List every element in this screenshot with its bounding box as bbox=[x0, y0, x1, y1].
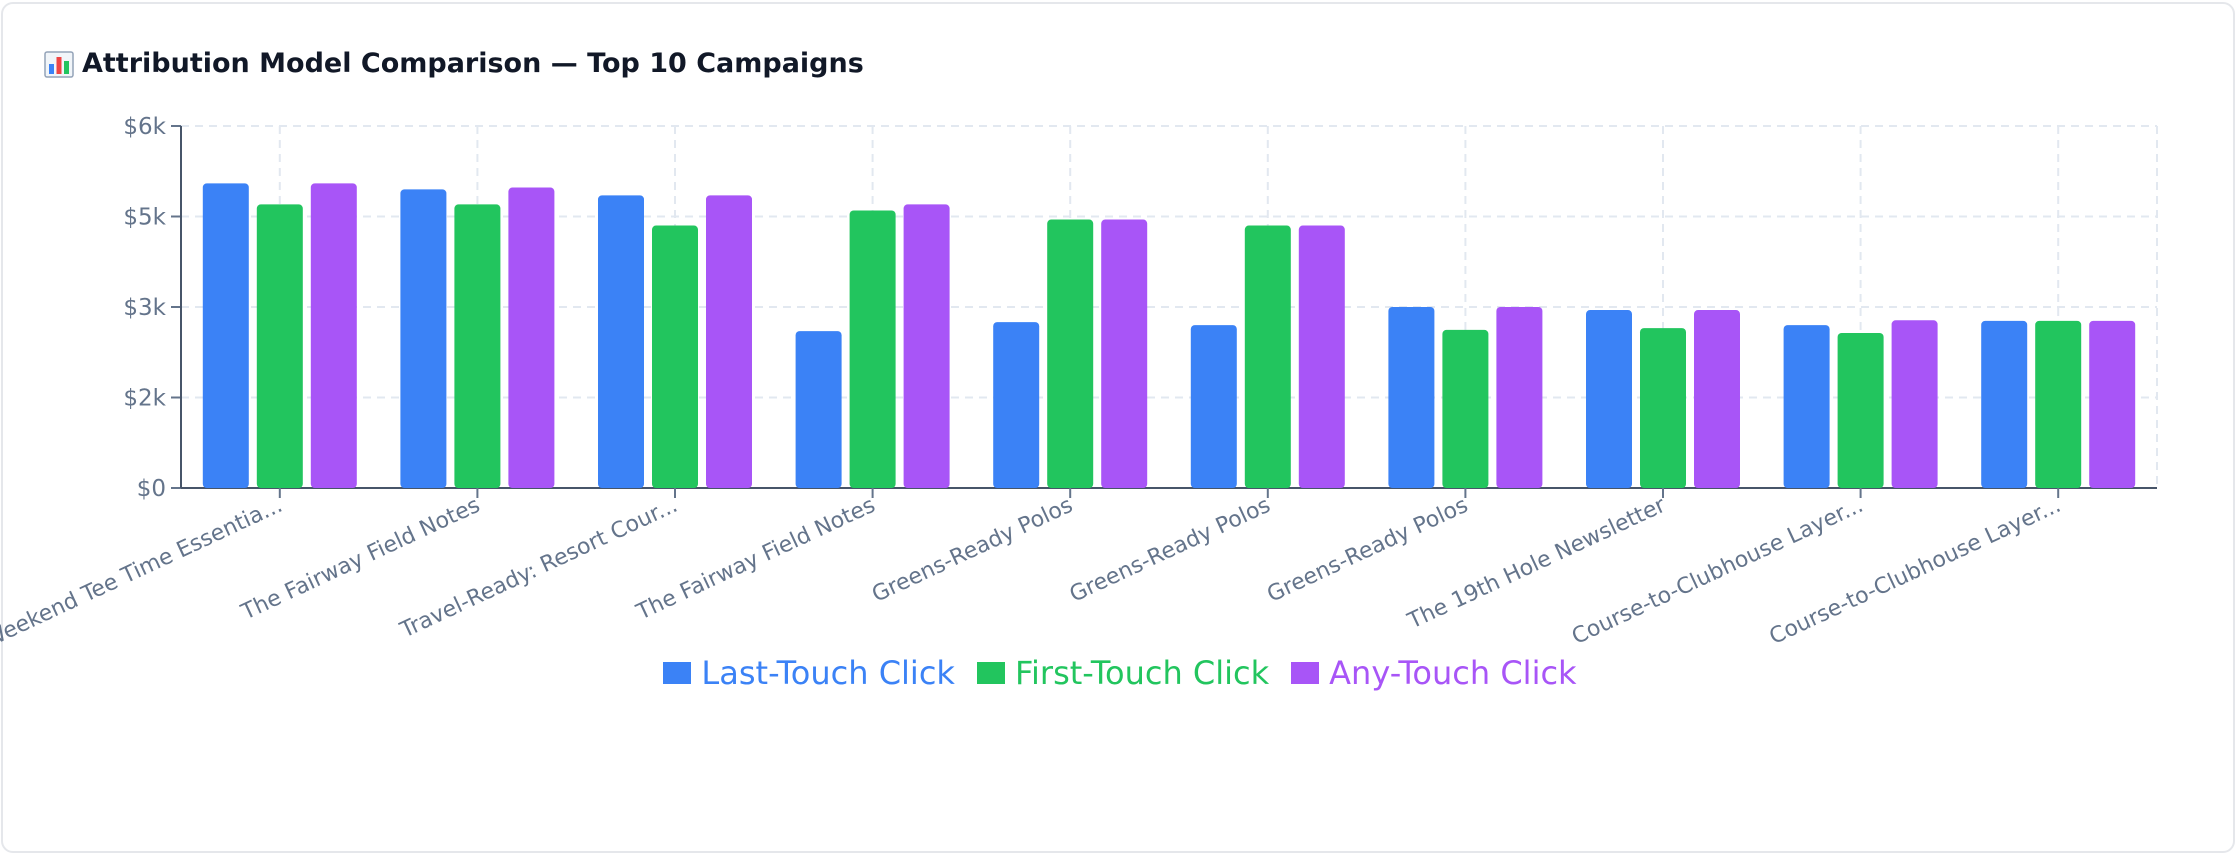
bar-any-touch-click[interactable] bbox=[1298, 225, 1345, 489]
legend-label: Any-Touch Click bbox=[1329, 654, 1577, 692]
bar-any-touch-click[interactable] bbox=[310, 183, 357, 489]
x-tick-label: Greens-Ready Polos bbox=[868, 493, 1076, 608]
bar-any-touch-click[interactable] bbox=[1496, 307, 1543, 488]
legend-swatch bbox=[663, 662, 692, 684]
bar-chart-icon bbox=[44, 49, 74, 79]
bar-first-touch-click[interactable] bbox=[849, 210, 896, 488]
bar-any-touch-click[interactable] bbox=[2089, 320, 2136, 488]
y-tick-label: $6k bbox=[123, 114, 166, 140]
bar-any-touch-click[interactable] bbox=[1101, 219, 1148, 488]
bar-first-touch-click[interactable] bbox=[1837, 332, 1884, 488]
bar-last-touch-click[interactable] bbox=[1783, 325, 1830, 488]
y-tick-label: $5k bbox=[123, 205, 166, 231]
legend-item[interactable]: Last-Touch Click bbox=[663, 654, 955, 692]
bar-first-touch-click[interactable] bbox=[256, 204, 303, 488]
bar-any-touch-click[interactable] bbox=[508, 187, 555, 489]
bar-series bbox=[202, 183, 2136, 489]
bar-last-touch-click[interactable] bbox=[1388, 307, 1435, 488]
bar-last-touch-click[interactable] bbox=[993, 322, 1040, 488]
legend-swatch bbox=[1291, 662, 1320, 684]
bar-first-touch-click[interactable] bbox=[2035, 320, 2082, 488]
bar-first-touch-click[interactable] bbox=[454, 204, 501, 488]
bar-last-touch-click[interactable] bbox=[1190, 325, 1237, 488]
bar-any-touch-click[interactable] bbox=[706, 195, 752, 488]
bar-last-touch-click[interactable] bbox=[1981, 320, 2028, 488]
bar-first-touch-click[interactable] bbox=[1244, 225, 1291, 489]
bar-any-touch-click[interactable] bbox=[1891, 320, 1938, 488]
card-title: Attribution Model Comparison — Top 10 Ca… bbox=[44, 48, 864, 79]
x-tick-label: Greens-Ready Polos bbox=[1264, 493, 1472, 608]
bar-first-touch-click[interactable] bbox=[1640, 328, 1686, 488]
chart-axes bbox=[171, 125, 2157, 498]
legend-label: Last-Touch Click bbox=[701, 654, 955, 692]
bar-first-touch-click[interactable] bbox=[652, 225, 698, 489]
legend-item[interactable]: Any-Touch Click bbox=[1291, 654, 1577, 692]
y-tick-label: $2k bbox=[123, 386, 166, 412]
bar-last-touch-click[interactable] bbox=[1586, 310, 1632, 488]
legend-item[interactable]: First-Touch Click bbox=[976, 654, 1270, 692]
chart-legend: Last-Touch Click First-Touch Click Any-Tou… bbox=[0, 650, 2240, 696]
legend-swatch bbox=[976, 662, 1005, 684]
bar-first-touch-click[interactable] bbox=[1442, 329, 1489, 488]
y-tick-label: $0 bbox=[137, 476, 166, 502]
bar-any-touch-click[interactable] bbox=[903, 204, 950, 488]
bar-last-touch-click[interactable] bbox=[795, 331, 842, 488]
y-tick-label: $3k bbox=[123, 295, 166, 321]
x-tick-label: Greens-Ready Polos bbox=[1066, 493, 1274, 608]
bar-last-touch-click[interactable] bbox=[598, 195, 644, 488]
legend-label: First-Touch Click bbox=[1014, 654, 1270, 692]
bar-last-touch-click[interactable] bbox=[400, 189, 447, 488]
x-tick-label: Weekend Tee Time Essentia... bbox=[0, 493, 286, 653]
bar-first-touch-click[interactable] bbox=[1047, 219, 1094, 488]
bar-any-touch-click[interactable] bbox=[1694, 310, 1740, 488]
bar-last-touch-click[interactable] bbox=[202, 183, 249, 489]
card-title-text: Attribution Model Comparison — Top 10 Ca… bbox=[82, 48, 864, 79]
